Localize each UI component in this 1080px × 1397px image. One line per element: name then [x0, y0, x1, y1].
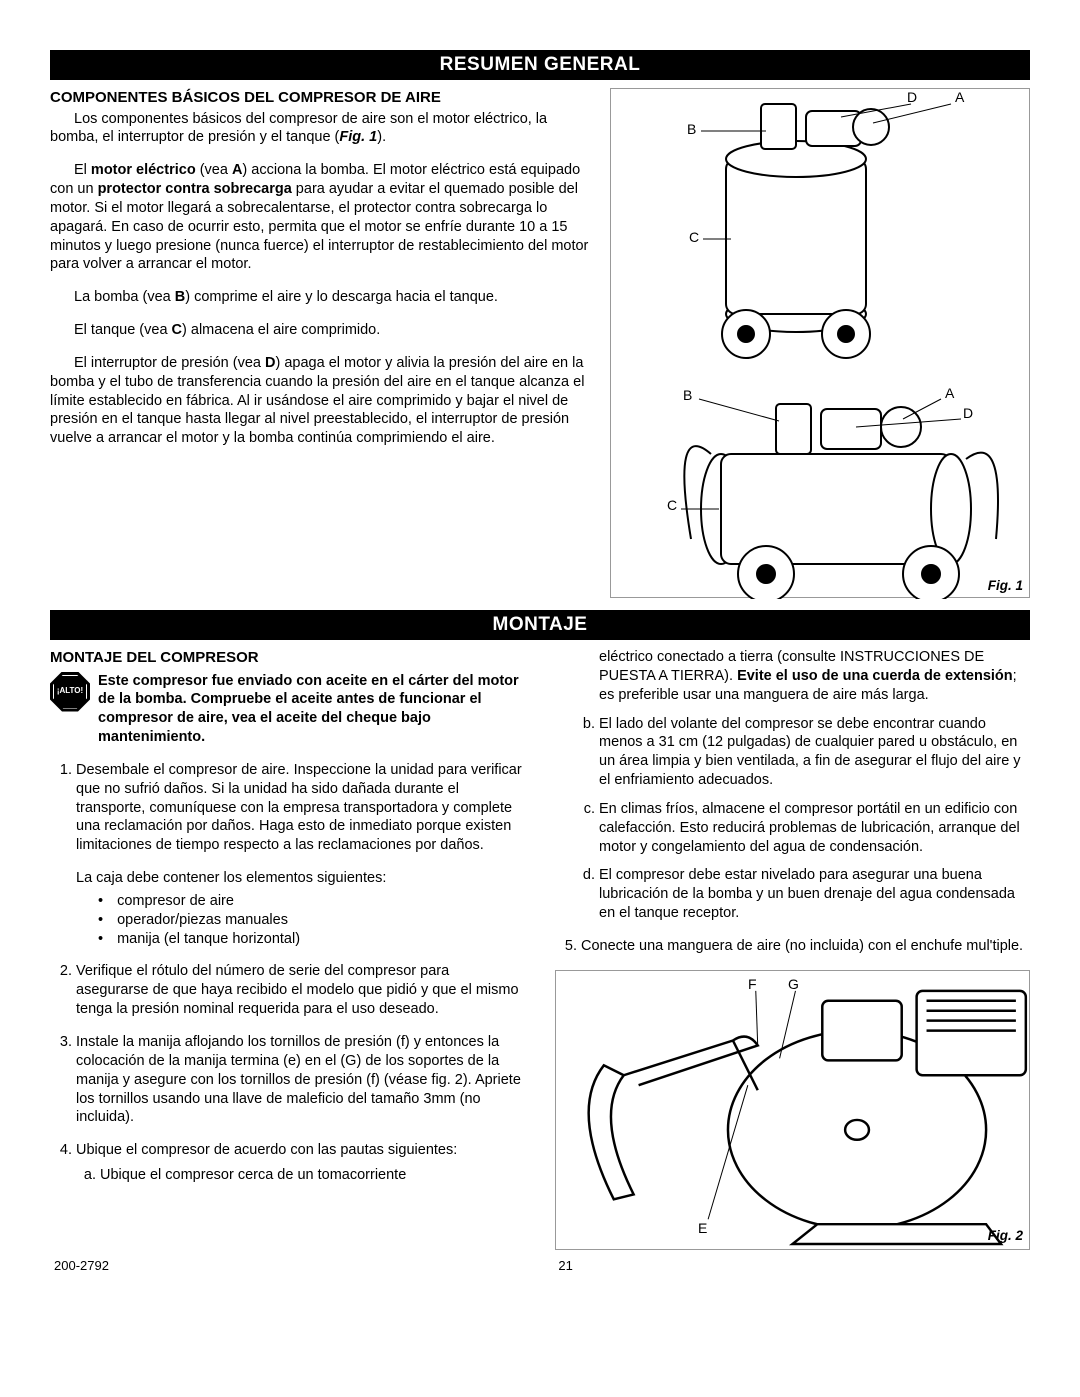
- header-resumen: RESUMEN GENERAL: [50, 50, 1030, 80]
- assembly-steps-right: Conecte una manguera de aire (no incluid…: [555, 937, 1030, 956]
- p3b: B: [175, 289, 185, 305]
- p2d: A: [232, 162, 242, 178]
- step1-text: Desembale el compresor de aire. Inspecci…: [76, 762, 522, 853]
- overview-p1: Los componentes básicos del compresor de…: [50, 110, 592, 148]
- fig1-caption: Fig. 1: [988, 578, 1023, 593]
- p4b: C: [172, 322, 182, 338]
- step-4: Ubique el compresor de acuerdo con las p…: [76, 1141, 525, 1185]
- p4c: ) almacena el aire comprimido.: [182, 322, 380, 338]
- step4b: El lado del volante del compresor se deb…: [599, 715, 1030, 790]
- fig2-label-G: G: [788, 975, 799, 993]
- footer-spacer: [1022, 1258, 1026, 1273]
- assembly-steps-left: Desembale el compresor de aire. Inspecci…: [50, 761, 525, 1185]
- p1-pre: Los componentes básicos del compresor de…: [50, 111, 547, 146]
- figure1-diagram: B C D A B C A D Fig. 1: [610, 88, 1030, 598]
- p1-fig: Fig. 1: [339, 129, 377, 145]
- step-2: Verifique el rótulo del número de serie …: [76, 962, 525, 1019]
- p2a: El: [74, 162, 91, 178]
- fig1-svg: [611, 89, 1031, 599]
- p2c: (vea: [196, 162, 232, 178]
- fig1-label-C1: C: [689, 229, 699, 245]
- box-item-0: compresor de aire: [98, 892, 525, 911]
- box-item-2: manija (el tanque horizontal): [98, 930, 525, 949]
- figure2-diagram: E F G Fig. 2: [555, 970, 1030, 1250]
- alto-text: Este compresor fue enviado con aceite en…: [98, 672, 525, 747]
- footer-left: 200-2792: [54, 1258, 109, 1273]
- overview-title: COMPONENTES BÁSICOS DEL COMPRESOR DE AIR…: [50, 88, 592, 108]
- step5: Conecte una manguera de aire (no incluid…: [581, 937, 1030, 956]
- step4-text: Ubique el compresor de acuerdo con las p…: [76, 1142, 457, 1158]
- overview-p5: El interruptor de presión (vea D) apaga …: [50, 354, 592, 448]
- header-montaje: MONTAJE: [50, 610, 1030, 640]
- step4-sublist-right: El lado del volante del compresor se deb…: [555, 715, 1030, 923]
- footer-page-number: 21: [558, 1258, 572, 1273]
- box-item-1: operador/piezas manuales: [98, 911, 525, 930]
- fig1-label-C2: C: [667, 497, 677, 513]
- p1-post: ).: [377, 129, 386, 145]
- p4a: El tanque (vea: [74, 322, 172, 338]
- box-items: compresor de aire operador/piezas manual…: [76, 892, 525, 949]
- assembly-title: MONTAJE DEL COMPRESOR: [50, 648, 525, 668]
- step4a-continued: eléctrico conectado a tierra (consulte I…: [555, 648, 1030, 705]
- fig2-caption: Fig. 2: [988, 1227, 1023, 1245]
- alto-label: ¡ALTO!: [57, 686, 83, 696]
- step-3: Instale la manija aflojando los tornillo…: [76, 1033, 525, 1127]
- fig1-label-A2: A: [945, 385, 954, 401]
- alto-warning: ¡ALTO! Este compresor fue enviado con ac…: [50, 672, 525, 747]
- overview-p3: La bomba (vea B) comprime el aire y lo d…: [50, 288, 592, 307]
- fig2-label-E: E: [698, 1219, 707, 1237]
- p3a: La bomba (vea: [74, 289, 175, 305]
- fig2-label-F: F: [748, 975, 757, 993]
- overview-section: COMPONENTES BÁSICOS DEL COMPRESOR DE AIR…: [50, 88, 1030, 598]
- assembly-left: MONTAJE DEL COMPRESOR ¡ALTO! Este compre…: [50, 648, 525, 1250]
- overview-p4: El tanque (vea C) almacena el aire compr…: [50, 321, 592, 340]
- p3c: ) comprime el aire y lo descarga hacia e…: [185, 289, 498, 305]
- step4-sublist-left: Ubique el compresor cerca de un tomacorr…: [76, 1166, 525, 1185]
- fig1-label-A1: A: [955, 89, 964, 105]
- fig1-label-D1: D: [907, 89, 917, 105]
- assembly-right: eléctrico conectado a tierra (consulte I…: [555, 648, 1030, 1250]
- p2f: protector contra sobrecarga: [98, 181, 292, 197]
- manual-page: RESUMEN GENERAL COMPONENTES BÁSICOS DEL …: [0, 0, 1080, 1293]
- p5b: D: [265, 355, 275, 371]
- step-1: Desembale el compresor de aire. Inspecci…: [76, 761, 525, 949]
- figure2-wrap: E F G Fig. 2: [555, 970, 1030, 1250]
- step4d: El compresor debe estar nivelado para as…: [599, 866, 1030, 923]
- col2-bold: Evite el uso de una cuerda de extensión: [737, 668, 1013, 684]
- p2b: motor eléctrico: [91, 162, 196, 178]
- assembly-section: MONTAJE DEL COMPRESOR ¡ALTO! Este compre…: [50, 648, 1030, 1250]
- p5a: El interruptor de presión (vea: [74, 355, 265, 371]
- page-footer: 200-2792 21: [50, 1258, 1030, 1273]
- fig1-label-B2: B: [683, 387, 692, 403]
- alto-icon: ¡ALTO!: [50, 672, 90, 712]
- overview-p2: El motor eléctrico (vea A) acciona la bo…: [50, 161, 592, 274]
- fig1-label-B1: B: [687, 121, 696, 137]
- fig2-svg: [556, 971, 1029, 1249]
- step4c: En climas fríos, almacene el compresor p…: [599, 800, 1030, 857]
- step4a: Ubique el compresor cerca de un tomacorr…: [100, 1166, 525, 1185]
- box-intro: La caja debe contener los elementos sigu…: [76, 869, 525, 888]
- overview-text: COMPONENTES BÁSICOS DEL COMPRESOR DE AIR…: [50, 88, 592, 598]
- figure1-column: B C D A B C A D Fig. 1: [610, 88, 1030, 598]
- fig1-label-D2: D: [963, 405, 973, 421]
